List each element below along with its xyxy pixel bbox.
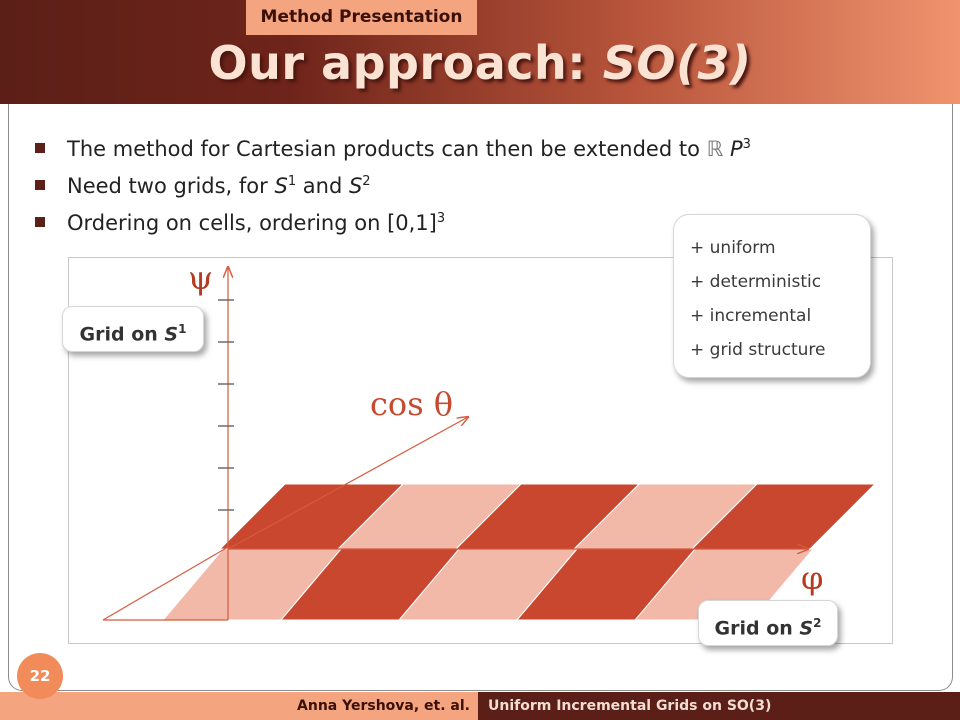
title-prefix: Our approach: <box>208 36 603 90</box>
callout-grid-s2: Grid on S2 <box>698 600 838 646</box>
bullet-item: The method for Cartesian products can th… <box>35 137 751 161</box>
bullet-marker <box>35 180 45 190</box>
callout-sym: S <box>164 323 179 346</box>
property-item: + deterministic <box>690 272 822 292</box>
bullet-text: The method for Cartesian products can th… <box>67 137 707 161</box>
callout-sup: 2 <box>813 616 822 630</box>
bullet-item: Ordering on cells, ordering on [0,1]3 <box>35 211 445 235</box>
dark-grid-cells <box>218 483 877 621</box>
footer-title-text: Uniform Incremental Grids on SO(3) <box>488 698 772 714</box>
header-bar <box>0 0 960 104</box>
bullet-math: ℝ <box>706 137 724 161</box>
property-item: + uniform <box>690 238 776 258</box>
bullet-s1-sup: 1 <box>287 174 297 189</box>
cos-theta-axis <box>227 417 468 550</box>
bullet-sup: 3 <box>436 211 446 226</box>
bullet-and: and <box>296 174 349 198</box>
bullet-text: Need two grids, for <box>67 174 275 198</box>
cos-theta-label: cos θ <box>370 385 453 423</box>
grid-diagram: ψ cos θ φ <box>102 259 877 621</box>
phi-label: φ <box>801 559 823 597</box>
bullet-s1: S <box>274 174 288 198</box>
bullet-s2-sup: 2 <box>362 174 371 189</box>
callout-sym: S <box>799 617 814 640</box>
properties-list: + uniform + deterministic + incremental … <box>674 215 870 367</box>
property-item: + grid structure <box>690 340 826 360</box>
content-frame <box>8 104 953 691</box>
callout-sup: 1 <box>178 322 187 336</box>
section-label: Method Presentation <box>246 0 477 35</box>
bullet-math-p: P <box>729 137 743 161</box>
psi-label: ψ <box>188 259 213 297</box>
callout-text: Grid on <box>714 617 800 640</box>
title-emphasis: SO(3) <box>602 36 752 90</box>
psi-ticks <box>218 299 234 511</box>
properties-callout: + uniform + deterministic + incremental … <box>673 214 871 378</box>
bullet-s2: S <box>348 174 363 198</box>
callout-text: Grid on <box>79 323 165 346</box>
page-number: 22 <box>17 653 63 699</box>
footer-title: Uniform Incremental Grids on SO(3) <box>478 692 960 720</box>
bullet-marker <box>35 143 45 153</box>
footer-authors: Anna Yershova, et. al. <box>0 692 478 720</box>
bullet-sup: 3 <box>742 137 751 152</box>
slide-title: Our approach: SO(3) <box>0 36 960 90</box>
callout-grid-s1: Grid on S1 <box>62 306 204 352</box>
bullet-marker <box>35 217 45 227</box>
property-item: + incremental <box>690 306 812 326</box>
bullet-text: Ordering on cells, ordering on [0,1] <box>67 211 437 235</box>
footer-authors-text: Anna Yershova, et. al. <box>297 698 470 714</box>
bullet-item: Need two grids, for S1 and S2 <box>35 174 371 198</box>
